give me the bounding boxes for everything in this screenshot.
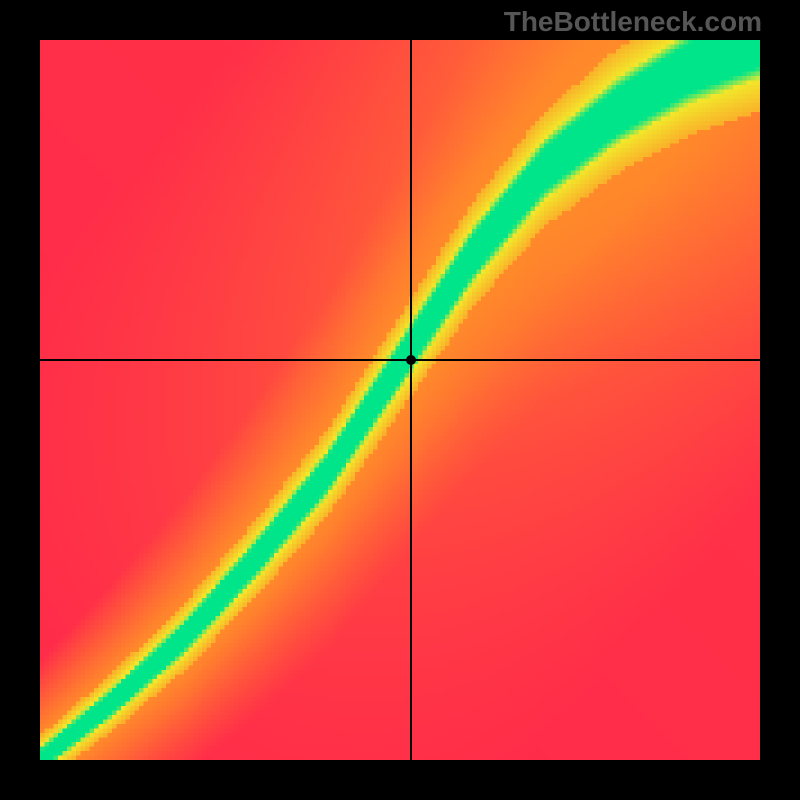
crosshair-horizontal (40, 359, 760, 361)
heatmap-canvas (40, 40, 760, 760)
watermark-text: TheBottleneck.com (504, 6, 762, 38)
outer-frame: TheBottleneck.com (0, 0, 800, 800)
crosshair-dot (406, 355, 416, 365)
crosshair-vertical (410, 40, 412, 760)
heatmap-plot-area (40, 40, 760, 760)
